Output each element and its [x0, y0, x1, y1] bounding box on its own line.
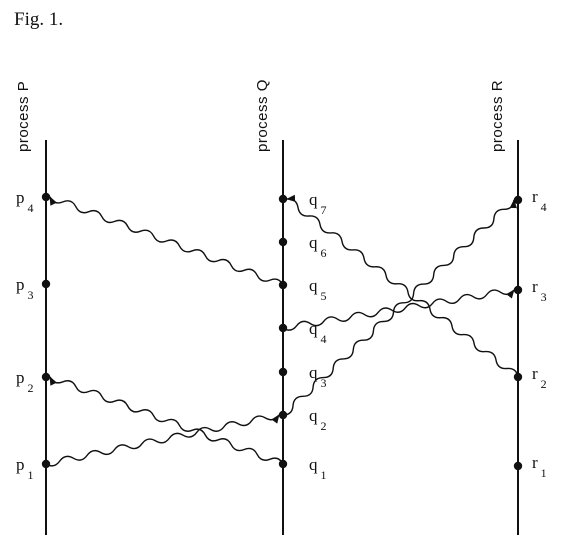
event-label-r3: r3 — [532, 277, 547, 304]
event-label-base: p — [16, 188, 25, 207]
event-label-subscript: 3 — [28, 288, 34, 302]
event-dot-r2 — [513, 372, 523, 382]
event-label-p4: p4 — [16, 188, 34, 215]
event-dot-r4 — [513, 195, 523, 205]
event-label-base: q — [309, 276, 318, 295]
figure-label: Fig. 1. — [14, 9, 63, 30]
event-dot-q5 — [278, 280, 288, 290]
message-r2-to-q7 — [286, 194, 519, 378]
event-label-q7: q7 — [309, 190, 327, 217]
event-label-subscript: 2 — [541, 377, 547, 391]
event-dot-p2 — [41, 372, 51, 382]
event-label-r1: r1 — [532, 453, 547, 480]
event-dot-p1 — [41, 459, 51, 469]
event-label-subscript: 5 — [321, 289, 327, 303]
event-label-base: q — [309, 406, 318, 425]
event-dot-q2 — [278, 410, 288, 420]
event-label-p1: p1 — [16, 455, 34, 482]
event-label-q5: q5 — [309, 276, 327, 303]
message-q4-to-r3 — [282, 289, 515, 331]
event-label-subscript: 6 — [321, 246, 327, 260]
event-dot-q1 — [278, 459, 288, 469]
message-q5-to-p4 — [49, 196, 284, 286]
event-label-r2: r2 — [532, 364, 547, 391]
event-label-base: q — [309, 233, 318, 252]
event-label-r4: r4 — [532, 187, 547, 214]
event-label-q3: q3 — [309, 363, 327, 390]
event-label-subscript: 4 — [541, 200, 547, 214]
event-label-base: p — [16, 368, 25, 387]
event-dot-q3 — [278, 367, 288, 377]
event-dot-r3 — [513, 285, 523, 295]
event-dot-p3 — [41, 279, 51, 289]
event-label-subscript: 3 — [541, 290, 547, 304]
event-label-base: r — [532, 187, 538, 206]
event-label-base: p — [16, 455, 25, 474]
event-dot-r1 — [513, 461, 523, 471]
process-label-q: process Q — [254, 79, 271, 152]
event-label-subscript: 4 — [321, 332, 327, 346]
events — [41, 192, 523, 471]
event-label-subscript: 1 — [321, 468, 327, 482]
event-label-base: p — [16, 275, 25, 294]
event-label-subscript: 7 — [321, 203, 327, 217]
event-label-p2: p2 — [16, 368, 34, 395]
event-label-base: q — [309, 455, 318, 474]
event-label-subscript: 2 — [28, 381, 34, 395]
process-label-r: process R — [489, 80, 506, 152]
messages — [45, 194, 519, 467]
event-label-base: q — [309, 319, 318, 338]
event-dot-q6 — [278, 237, 288, 247]
event-label-subscript: 2 — [321, 419, 327, 433]
event-label-q6: q6 — [309, 233, 327, 260]
event-dot-q4 — [278, 323, 288, 333]
message-p1-to-q2 — [45, 414, 280, 467]
event-label-base: q — [309, 190, 318, 209]
event-label-p3: p3 — [16, 275, 34, 302]
event-label-subscript: 4 — [28, 201, 34, 215]
event-label-subscript: 1 — [28, 468, 34, 482]
message-q1-to-p2 — [49, 376, 284, 465]
event-dot-q7 — [278, 194, 288, 204]
event-label-base: r — [532, 364, 538, 383]
event-label-q2: q2 — [309, 406, 327, 433]
process-labels: process P process Q process R — [15, 79, 506, 152]
process-label-p: process P — [15, 81, 32, 152]
event-dot-p4 — [41, 192, 51, 202]
event-label-q4: q4 — [309, 319, 327, 346]
message-q2-to-r4 — [282, 199, 517, 416]
event-label-q1: q1 — [309, 455, 327, 482]
event-label-subscript: 3 — [321, 376, 327, 390]
event-label-base: q — [309, 363, 318, 382]
event-label-subscript: 1 — [541, 466, 547, 480]
event-label-base: r — [532, 277, 538, 296]
event-label-base: r — [532, 453, 538, 472]
